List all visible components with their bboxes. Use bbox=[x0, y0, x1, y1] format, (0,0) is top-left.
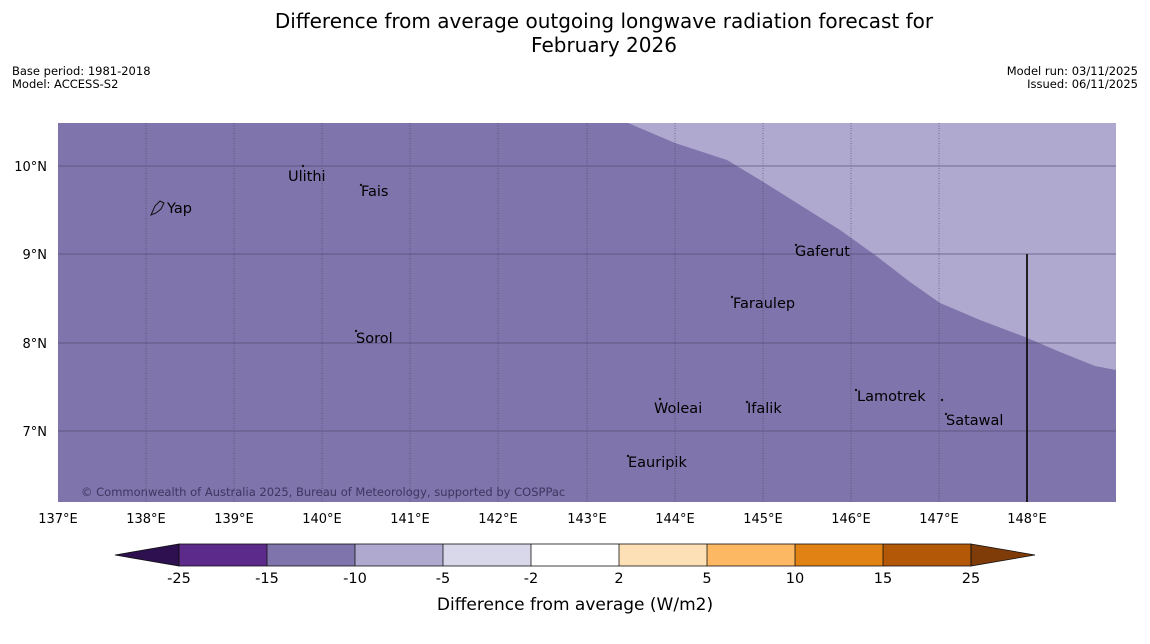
lon-tick-label: 147°E bbox=[919, 512, 959, 527]
longitude-tick-labels: 137°E 138°E 139°E 140°E 141°E 142°E 143°… bbox=[38, 512, 1047, 527]
colorbar-swatch bbox=[179, 544, 267, 566]
lon-tick-label: 138°E bbox=[126, 512, 166, 527]
colorbar-swatch-extend-high bbox=[970, 543, 1036, 567]
issued-date: Issued: 06/11/2025 bbox=[1027, 77, 1138, 91]
place-label-ifalik: Ifalik bbox=[747, 401, 782, 417]
colorbar-tick-label: 15 bbox=[874, 571, 892, 587]
lat-tick-label: 10°N bbox=[14, 160, 47, 175]
colorbar: -25 -15 -10 -5 -2 2 5 10 15 25 Differenc… bbox=[114, 543, 1036, 615]
island-outlines bbox=[150, 164, 948, 458]
lon-tick-label: 148°E bbox=[1007, 512, 1047, 527]
colorbar-swatch bbox=[443, 544, 531, 566]
colorbar-tick-label: -10 bbox=[343, 571, 367, 587]
colorbar-tick-label: -25 bbox=[167, 571, 191, 587]
model-name: Model: ACCESS-S2 bbox=[12, 77, 119, 91]
colorbar-swatch bbox=[795, 544, 883, 566]
place-label-faraulep: Faraulep bbox=[733, 296, 795, 312]
lon-tick-label: 140°E bbox=[302, 512, 342, 527]
place-label-lamotrek: Lamotrek bbox=[857, 389, 926, 405]
latitude-tick-labels: 10°N 9°N 8°N 7°N bbox=[14, 160, 47, 440]
colorbar-tick-label: -5 bbox=[436, 571, 450, 587]
colorbar-label: Difference from average (W/m2) bbox=[437, 595, 713, 615]
colorbar-swatch bbox=[619, 544, 707, 566]
colorbar-swatch bbox=[531, 544, 619, 566]
weak-negative-region bbox=[628, 123, 1116, 370]
colorbar-tick-labels: -25 -15 -10 -5 -2 2 5 10 15 25 bbox=[167, 571, 980, 587]
copyright-notice: © Commonwealth of Australia 2025, Bureau… bbox=[81, 485, 565, 499]
lon-tick-label: 143°E bbox=[567, 512, 607, 527]
colorbar-tick-label: -15 bbox=[255, 571, 279, 587]
chart-title: Difference from average outgoing longwav… bbox=[0, 9, 1150, 57]
colorbar-tick-label: 5 bbox=[702, 571, 711, 587]
place-label-fais: Fais bbox=[361, 184, 388, 200]
lon-tick-label: 142°E bbox=[478, 512, 518, 527]
model-run: Model run: 03/11/2025 bbox=[1006, 64, 1138, 78]
place-labels: Yap Ulithi Fais Gaferut Faraulep Sorol W… bbox=[166, 169, 1003, 471]
place-label-gaferut: Gaferut bbox=[795, 244, 850, 260]
colorbar-swatch bbox=[267, 544, 355, 566]
colorbar-tick-label: 25 bbox=[962, 571, 980, 587]
colorbar-tick-label: -2 bbox=[524, 571, 538, 587]
colorbar-tick-label: 2 bbox=[614, 571, 623, 587]
title-line-1: Difference from average outgoing longwav… bbox=[274, 9, 934, 33]
meta-right: Model run: 03/11/2025 Issued: 06/11/2025 bbox=[1007, 65, 1138, 91]
meta-left: Base period: 1981-2018 Model: ACCESS-S2 bbox=[12, 65, 151, 91]
lon-tick-label: 144°E bbox=[655, 512, 695, 527]
place-label-sorol: Sorol bbox=[356, 331, 393, 347]
latitude-gridlines bbox=[58, 165, 1116, 432]
colorbar-swatch bbox=[707, 544, 795, 566]
lon-tick-label: 146°E bbox=[831, 512, 871, 527]
lon-tick-label: 145°E bbox=[743, 512, 783, 527]
colorbar-outline bbox=[178, 543, 972, 567]
colorbar-swatch-extend-low bbox=[114, 543, 180, 567]
lon-tick-label: 137°E bbox=[38, 512, 78, 527]
colorbar-swatch bbox=[883, 544, 971, 566]
lat-tick-label: 8°N bbox=[23, 337, 48, 352]
lon-tick-label: 141°E bbox=[390, 512, 430, 527]
lon-tick-label: 139°E bbox=[214, 512, 254, 527]
colorbar-tick-label: 10 bbox=[786, 571, 804, 587]
title-line-2: February 2026 bbox=[531, 33, 677, 57]
colorbar-swatch bbox=[355, 544, 443, 566]
lat-tick-label: 9°N bbox=[23, 248, 48, 263]
lat-tick-label: 7°N bbox=[23, 425, 48, 440]
yap-island-icon bbox=[150, 200, 165, 216]
place-label-satawal: Satawal bbox=[946, 413, 1003, 429]
base-period: Base period: 1981-2018 bbox=[12, 64, 151, 78]
place-label-yap: Yap bbox=[166, 201, 192, 217]
longitude-gridlines bbox=[145, 123, 940, 502]
place-label-ulithi: Ulithi bbox=[288, 169, 326, 185]
place-label-woleai: Woleai bbox=[654, 401, 702, 417]
place-label-eauripik: Eauripik bbox=[628, 455, 687, 471]
